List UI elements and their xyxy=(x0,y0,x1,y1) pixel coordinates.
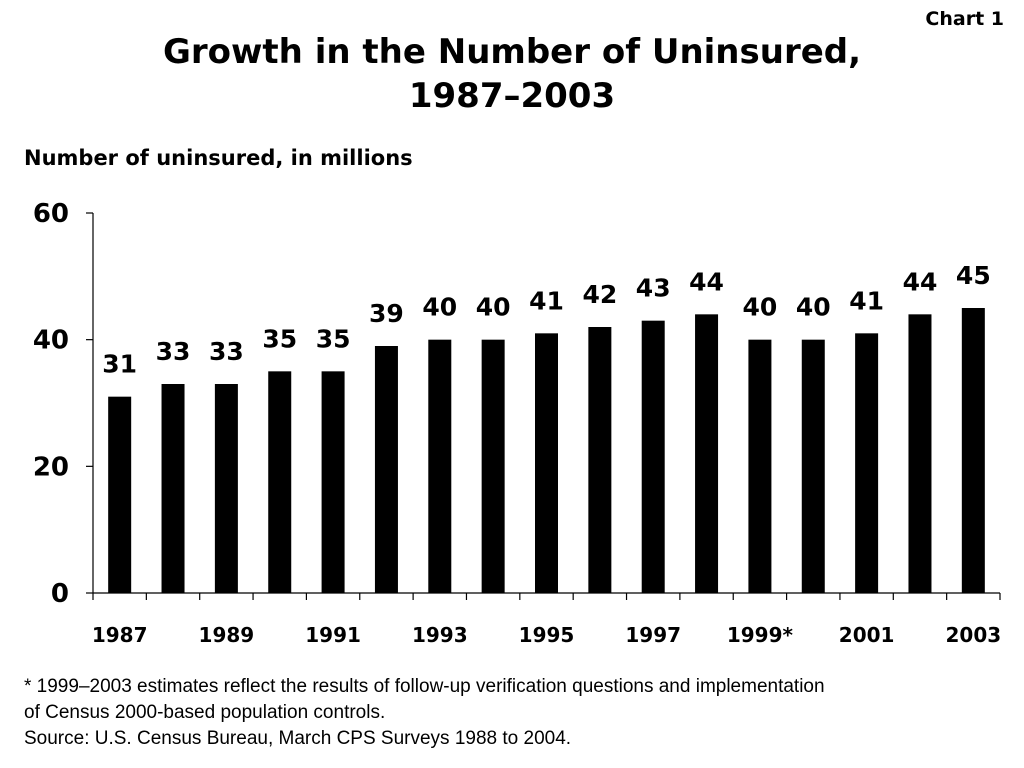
data-label-1998: 44 xyxy=(689,267,724,296)
data-label-1999: 40 xyxy=(743,293,778,322)
y-tick-label: 20 xyxy=(33,452,69,482)
x-tick-label-1987: 1987 xyxy=(92,623,148,647)
x-tick-labels: 1987 1989 1991 1993 1995 1997 1999* 2001 2003 xyxy=(92,623,1001,647)
bar-1990 xyxy=(268,371,292,593)
data-label-2003: 45 xyxy=(956,261,991,290)
x-tick-label-1995: 1995 xyxy=(519,623,575,647)
bar-2003 xyxy=(961,308,985,593)
bar-1999 xyxy=(748,339,772,593)
data-label-1992: 39 xyxy=(369,299,404,328)
footnote: * 1999–2003 estimates reflect the result… xyxy=(24,674,1004,752)
footnote-line-1: * 1999–2003 estimates reflect the result… xyxy=(24,676,825,697)
bar-1996 xyxy=(588,327,612,593)
bar-1994 xyxy=(481,339,505,593)
data-label-1988: 33 xyxy=(156,337,191,366)
bar-series xyxy=(108,308,985,593)
bar-1997 xyxy=(641,320,665,593)
bar-1995 xyxy=(535,333,558,593)
y-tick-label: 60 xyxy=(33,199,69,229)
y-axis-label: Number of uninsured, in millions xyxy=(24,146,413,170)
data-label-1996: 42 xyxy=(582,280,617,309)
y-tick-label: 0 xyxy=(51,579,69,609)
data-labels: 31 33 33 35 35 39 40 40 41 42 43 44 40 40 41 44 45 xyxy=(102,261,990,379)
bar-1987 xyxy=(108,396,132,593)
x-tick-label-1999: 1999* xyxy=(727,623,794,647)
bar-1991 xyxy=(321,371,345,593)
x-tick-label-2003: 2003 xyxy=(945,623,1001,647)
chart-number-label: Chart 1 xyxy=(925,8,1004,30)
x-tick-label-2001: 2001 xyxy=(839,623,895,647)
bar-2000 xyxy=(801,339,825,593)
bar-2002 xyxy=(908,314,932,593)
x-tick-label-1997: 1997 xyxy=(625,623,681,647)
x-tick-label-1993: 1993 xyxy=(412,623,468,647)
data-label-1993: 40 xyxy=(422,293,457,322)
data-label-2001: 41 xyxy=(849,286,884,315)
data-label-2000: 40 xyxy=(796,293,831,322)
data-label-1989: 33 xyxy=(209,337,244,366)
chart-title-line-2: 1987–2003 xyxy=(408,76,616,116)
bar-2001 xyxy=(855,333,879,593)
x-tick-label-1989: 1989 xyxy=(199,623,255,647)
data-label-2002: 44 xyxy=(903,267,938,296)
bar-1989 xyxy=(214,384,238,593)
bar-1992 xyxy=(374,346,398,593)
bar-1998 xyxy=(695,314,719,593)
x-tick-label-1991: 1991 xyxy=(305,623,361,647)
data-label-1991: 35 xyxy=(316,324,351,353)
chart-title: Growth in the Number of Uninsured, 1987–… xyxy=(0,30,1024,118)
footnote-line-2: of Census 2000-based population controls… xyxy=(24,702,386,723)
data-label-1994: 40 xyxy=(476,293,511,322)
chart-title-line-1: Growth in the Number of Uninsured, xyxy=(162,32,862,72)
bar-1993 xyxy=(428,339,452,593)
source-note: Source: U.S. Census Bureau, March CPS Su… xyxy=(24,728,572,749)
data-label-1987: 31 xyxy=(102,350,137,379)
data-label-1990: 35 xyxy=(262,324,297,353)
y-tick-label: 40 xyxy=(33,326,69,356)
y-tick-labels: 0 20 40 60 xyxy=(33,199,69,609)
data-label-1995: 41 xyxy=(529,286,564,315)
data-label-1997: 43 xyxy=(636,274,671,303)
bar-1988 xyxy=(161,384,185,593)
